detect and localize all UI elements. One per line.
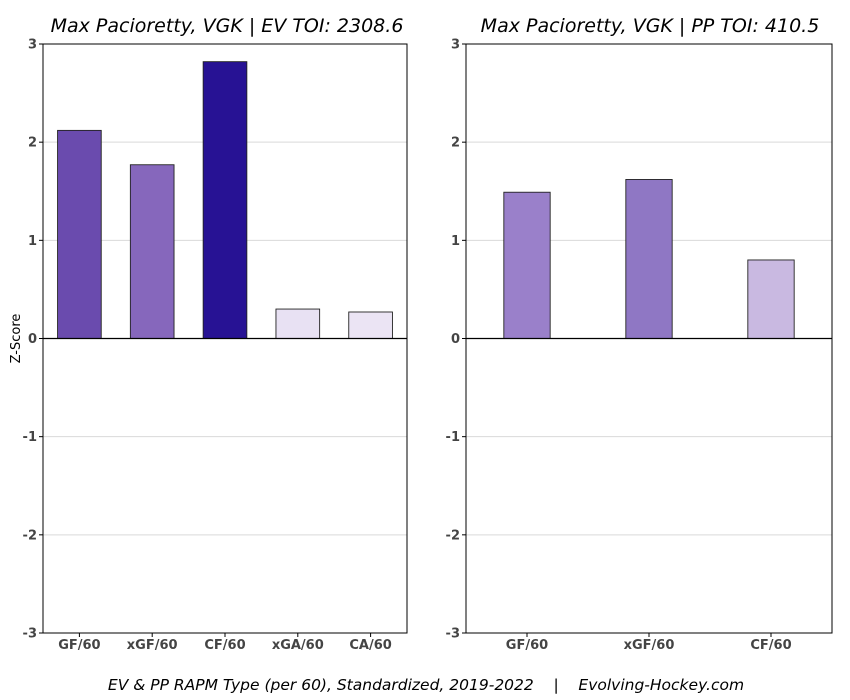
bar-gf-per-60 (57, 129, 102, 339)
bar-xgf-per-60 (625, 179, 673, 339)
y-tick-label: -3 (446, 627, 460, 642)
y-tick-label: 0 (28, 332, 37, 347)
bar-cf-per-60 (747, 259, 795, 339)
ev-rapm-panel: 3 2 1 0 -1 -2 -3 GF/60 xGF/60 CF/60 xGA/60 CA/60 Max… (9, 15, 408, 653)
y-tick-label: -1 (23, 430, 37, 445)
y-tick-label: 1 (28, 234, 37, 249)
bar-xgf-per-60 (129, 164, 175, 339)
bar-xga-per-60 (275, 308, 321, 339)
x-tick-label: xGF/60 (624, 638, 675, 653)
x-tick-label: xGA/60 (272, 638, 324, 653)
bar-ca-per-60 (348, 311, 393, 339)
y-tick-label: 2 (451, 136, 460, 151)
y-tick-label: -3 (23, 627, 37, 642)
x-tick-label: GF/60 (58, 638, 100, 653)
bar-gf-per-60 (503, 191, 551, 339)
x-tick-label: CF/60 (750, 638, 791, 653)
y-tick-label: 0 (451, 332, 460, 347)
bar-cf-per-60 (202, 61, 248, 339)
panel-title: Max Pacioretty, VGK | PP TOI: 410.5 (481, 15, 820, 37)
y-tick-label: 3 (28, 38, 37, 53)
pp-rapm-panel: 3 2 1 0 -1 -2 -3 GF/60 xGF/60 CF/60 Max Pacioretty… (446, 15, 833, 653)
y-tick-label: -2 (446, 528, 460, 543)
y-axis-label: Z-Score (9, 314, 24, 364)
y-tick-label: 2 (28, 136, 37, 151)
y-tick-label: -2 (23, 528, 37, 543)
y-tick-label: 1 (451, 234, 460, 249)
y-tick-label: -1 (446, 430, 460, 445)
x-tick-label: xGF/60 (127, 638, 178, 653)
y-tick-label: 3 (451, 38, 460, 53)
panel-title: Max Pacioretty, VGK | EV TOI: 2308.6 (51, 15, 404, 37)
chart-footer: EV & PP RAPM Type (per 60), Standardized… (108, 676, 744, 694)
x-tick-label: CF/60 (204, 638, 245, 653)
x-tick-label: GF/60 (506, 638, 548, 653)
x-tick-label: CA/60 (349, 638, 391, 653)
